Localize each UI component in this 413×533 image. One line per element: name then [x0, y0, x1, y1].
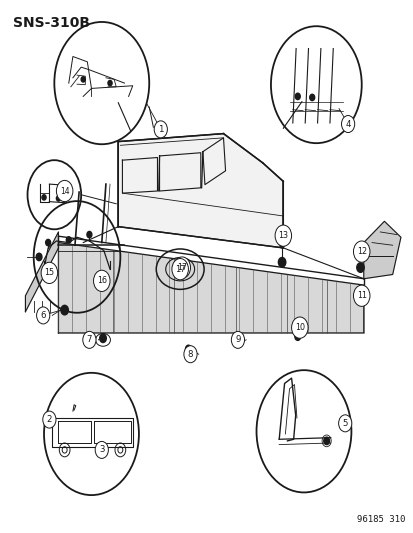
Circle shape	[66, 237, 71, 243]
Text: 5: 5	[342, 419, 347, 428]
Circle shape	[341, 116, 354, 133]
Text: 4: 4	[344, 119, 350, 128]
Circle shape	[294, 333, 300, 341]
Circle shape	[36, 253, 42, 261]
Text: 12: 12	[356, 247, 366, 256]
Circle shape	[81, 77, 85, 82]
Circle shape	[356, 263, 363, 272]
Circle shape	[154, 121, 167, 138]
Circle shape	[93, 270, 110, 292]
Circle shape	[185, 345, 191, 353]
Circle shape	[45, 239, 50, 246]
Polygon shape	[363, 221, 400, 279]
Text: 9: 9	[235, 335, 240, 344]
Circle shape	[294, 93, 299, 100]
Circle shape	[274, 225, 291, 246]
Circle shape	[171, 259, 188, 280]
Circle shape	[83, 332, 96, 349]
Text: 11: 11	[356, 291, 366, 300]
Circle shape	[278, 257, 285, 267]
Text: 2: 2	[47, 415, 52, 424]
Circle shape	[43, 411, 56, 428]
Circle shape	[231, 332, 244, 349]
Text: SNS-310B: SNS-310B	[13, 15, 90, 29]
Text: 13: 13	[278, 231, 287, 240]
Text: 10: 10	[294, 323, 304, 332]
Polygon shape	[25, 232, 58, 312]
Text: 6: 6	[40, 311, 46, 320]
Text: 3: 3	[99, 446, 104, 455]
Text: 1: 1	[158, 125, 163, 134]
Circle shape	[291, 317, 307, 338]
Text: 96185 310: 96185 310	[356, 515, 404, 524]
Text: 8: 8	[187, 350, 193, 359]
Text: 17: 17	[174, 265, 185, 273]
Circle shape	[56, 196, 60, 201]
Circle shape	[338, 415, 351, 432]
Text: 15: 15	[44, 269, 55, 277]
Text: 16: 16	[97, 276, 107, 285]
Circle shape	[323, 437, 329, 445]
Circle shape	[42, 195, 46, 200]
Circle shape	[176, 265, 183, 273]
Circle shape	[279, 243, 283, 248]
Circle shape	[108, 80, 112, 86]
Circle shape	[309, 94, 314, 101]
Polygon shape	[58, 243, 363, 333]
Circle shape	[235, 340, 240, 348]
Polygon shape	[118, 134, 282, 248]
Circle shape	[353, 241, 369, 262]
Circle shape	[100, 334, 106, 343]
Circle shape	[95, 441, 108, 458]
Circle shape	[36, 307, 50, 324]
Circle shape	[41, 262, 57, 284]
Circle shape	[353, 285, 369, 306]
Circle shape	[183, 346, 197, 363]
Text: 14: 14	[60, 187, 69, 196]
Circle shape	[173, 257, 190, 278]
Text: 17: 17	[177, 263, 187, 272]
Circle shape	[61, 305, 68, 315]
Circle shape	[56, 180, 73, 201]
Circle shape	[87, 231, 92, 238]
Text: 7: 7	[86, 335, 92, 344]
